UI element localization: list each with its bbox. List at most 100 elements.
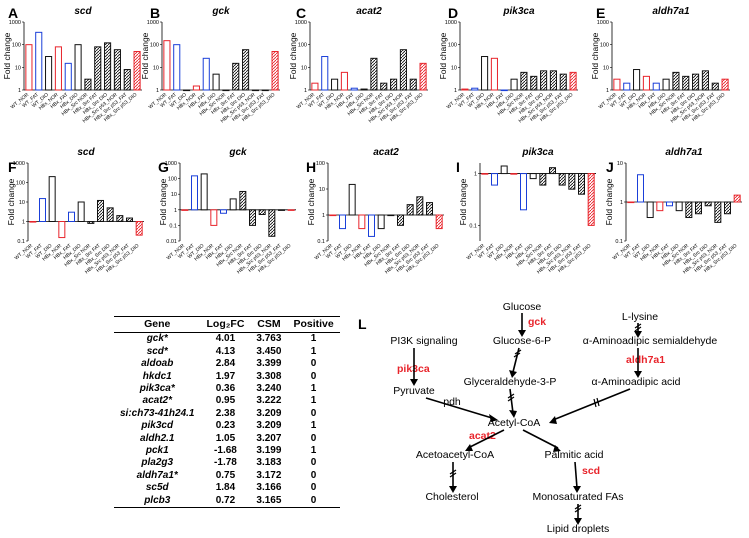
gene-cell: aldoab (141, 358, 174, 370)
bar (416, 196, 424, 216)
y-tick-label: 1 (454, 88, 457, 94)
log2fc-cell: 0.23 (215, 420, 236, 432)
y-axis-label: Fold change (140, 32, 150, 79)
bar (397, 214, 404, 226)
bar (35, 31, 43, 91)
y-tick-label: 1000 (9, 20, 21, 26)
enzyme-acat2: acat2 (469, 430, 496, 442)
table-row: gck* 4.01 3.763 1 (114, 333, 340, 346)
bar (94, 46, 102, 91)
positive-cell: 0 (310, 469, 317, 481)
node-l-lysine: L-lysine (622, 311, 658, 323)
panel-label-l: L (358, 316, 367, 332)
bar (646, 201, 654, 219)
bar (239, 190, 247, 211)
bar (406, 204, 414, 216)
csm-cell: 3.199 (256, 445, 282, 457)
positive-cell: 1 (310, 345, 317, 357)
y-tick-label: 1000 (597, 20, 609, 26)
bar (637, 174, 644, 203)
y-tick-label: 1 (156, 88, 159, 94)
y-tick-label: 1000 (445, 20, 457, 26)
chart-title: aldh7a1 (665, 147, 703, 158)
bar (569, 71, 577, 91)
log2fc-cell: 2.84 (215, 358, 236, 370)
bar (471, 87, 479, 91)
y-axis-label: Fold change (438, 32, 448, 79)
gene-cell: sc5d (145, 482, 169, 494)
positive-cell: 0 (310, 457, 317, 469)
bar (380, 82, 388, 91)
y-tick-label: 10 (319, 187, 325, 193)
chart-title: pik3ca (502, 6, 535, 17)
bar (642, 75, 650, 91)
panel-label-g: G (158, 159, 169, 175)
enzyme-aldh7a1: aldh7a1 (626, 354, 665, 366)
log2fc-cell: -1.68 (214, 445, 237, 457)
node-cholesterol: Cholesterol (425, 491, 478, 503)
positive-cell: 0 (310, 358, 317, 370)
y-axis-label: Fold change (288, 32, 298, 79)
bar (490, 57, 498, 91)
bar (173, 44, 181, 91)
bar (675, 201, 683, 212)
bar (242, 49, 250, 91)
y-tick-label: 0.1 (469, 223, 477, 229)
bar (733, 194, 741, 203)
positive-cell: 0 (310, 407, 317, 419)
positive-cell: 0 (310, 482, 317, 494)
bar (106, 207, 114, 223)
y-tick-label: 1000 (13, 161, 25, 167)
panel-label-a: A (8, 5, 18, 21)
bar (682, 75, 690, 91)
col-log2fc: Log₂FC (200, 315, 251, 334)
gene-cell: si:ch73-41h24.1 (120, 407, 195, 419)
table-row: aldh2.1 1.05 3.207 0 (114, 433, 340, 445)
chart-title: acat2 (356, 6, 382, 17)
bar (45, 56, 53, 91)
positive-cell: 1 (310, 333, 317, 345)
y-tick-label: 100 (298, 43, 307, 49)
enzyme-gck: gck (528, 316, 546, 328)
y-tick-label: 0.1 (317, 239, 325, 245)
bar (348, 183, 356, 216)
chart-title: aldh7a1 (652, 6, 690, 17)
bar (48, 176, 56, 222)
gene-cell: pla2g3 (141, 457, 174, 469)
panel-label-d: D (448, 5, 458, 21)
bar (210, 209, 218, 226)
log2fc-cell: 4.13 (215, 345, 236, 357)
bar (377, 214, 385, 230)
bar (701, 70, 709, 91)
y-tick-label: 0.01 (166, 239, 177, 245)
y-tick-label: 1000 (295, 20, 307, 26)
chart-title: acat2 (373, 147, 399, 158)
pathway-arrowheads (410, 330, 642, 525)
node-pi3k-signaling: PI3K signaling (390, 335, 457, 347)
bar (711, 82, 719, 91)
y-tick-label: 0.1 (17, 239, 25, 245)
bar (268, 209, 276, 237)
y-tick-label: 10 (617, 161, 623, 167)
node-glyceraldehyde-3-p: Glyceraldehyde-3-P (464, 376, 557, 388)
bar (68, 211, 75, 223)
chart-title: scd (77, 147, 95, 158)
table-row: hkdc1 1.97 3.308 0 (114, 371, 340, 383)
bar (200, 173, 208, 211)
bar (29, 221, 37, 223)
bar (692, 73, 700, 91)
bar (500, 165, 508, 175)
y-tick-label: 10 (153, 65, 159, 71)
csm-cell: 3.166 (256, 482, 282, 494)
y-axis-label: Fold change (604, 178, 614, 225)
log2fc-cell: 0.75 (215, 469, 236, 481)
bar (97, 199, 104, 222)
bar (123, 69, 131, 91)
y-tick-label: 10 (19, 200, 25, 206)
bar (350, 87, 358, 91)
csm-cell: 3.399 (256, 358, 282, 370)
y-tick-label: 100 (12, 43, 21, 49)
csm-cell: 3.763 (256, 333, 282, 345)
